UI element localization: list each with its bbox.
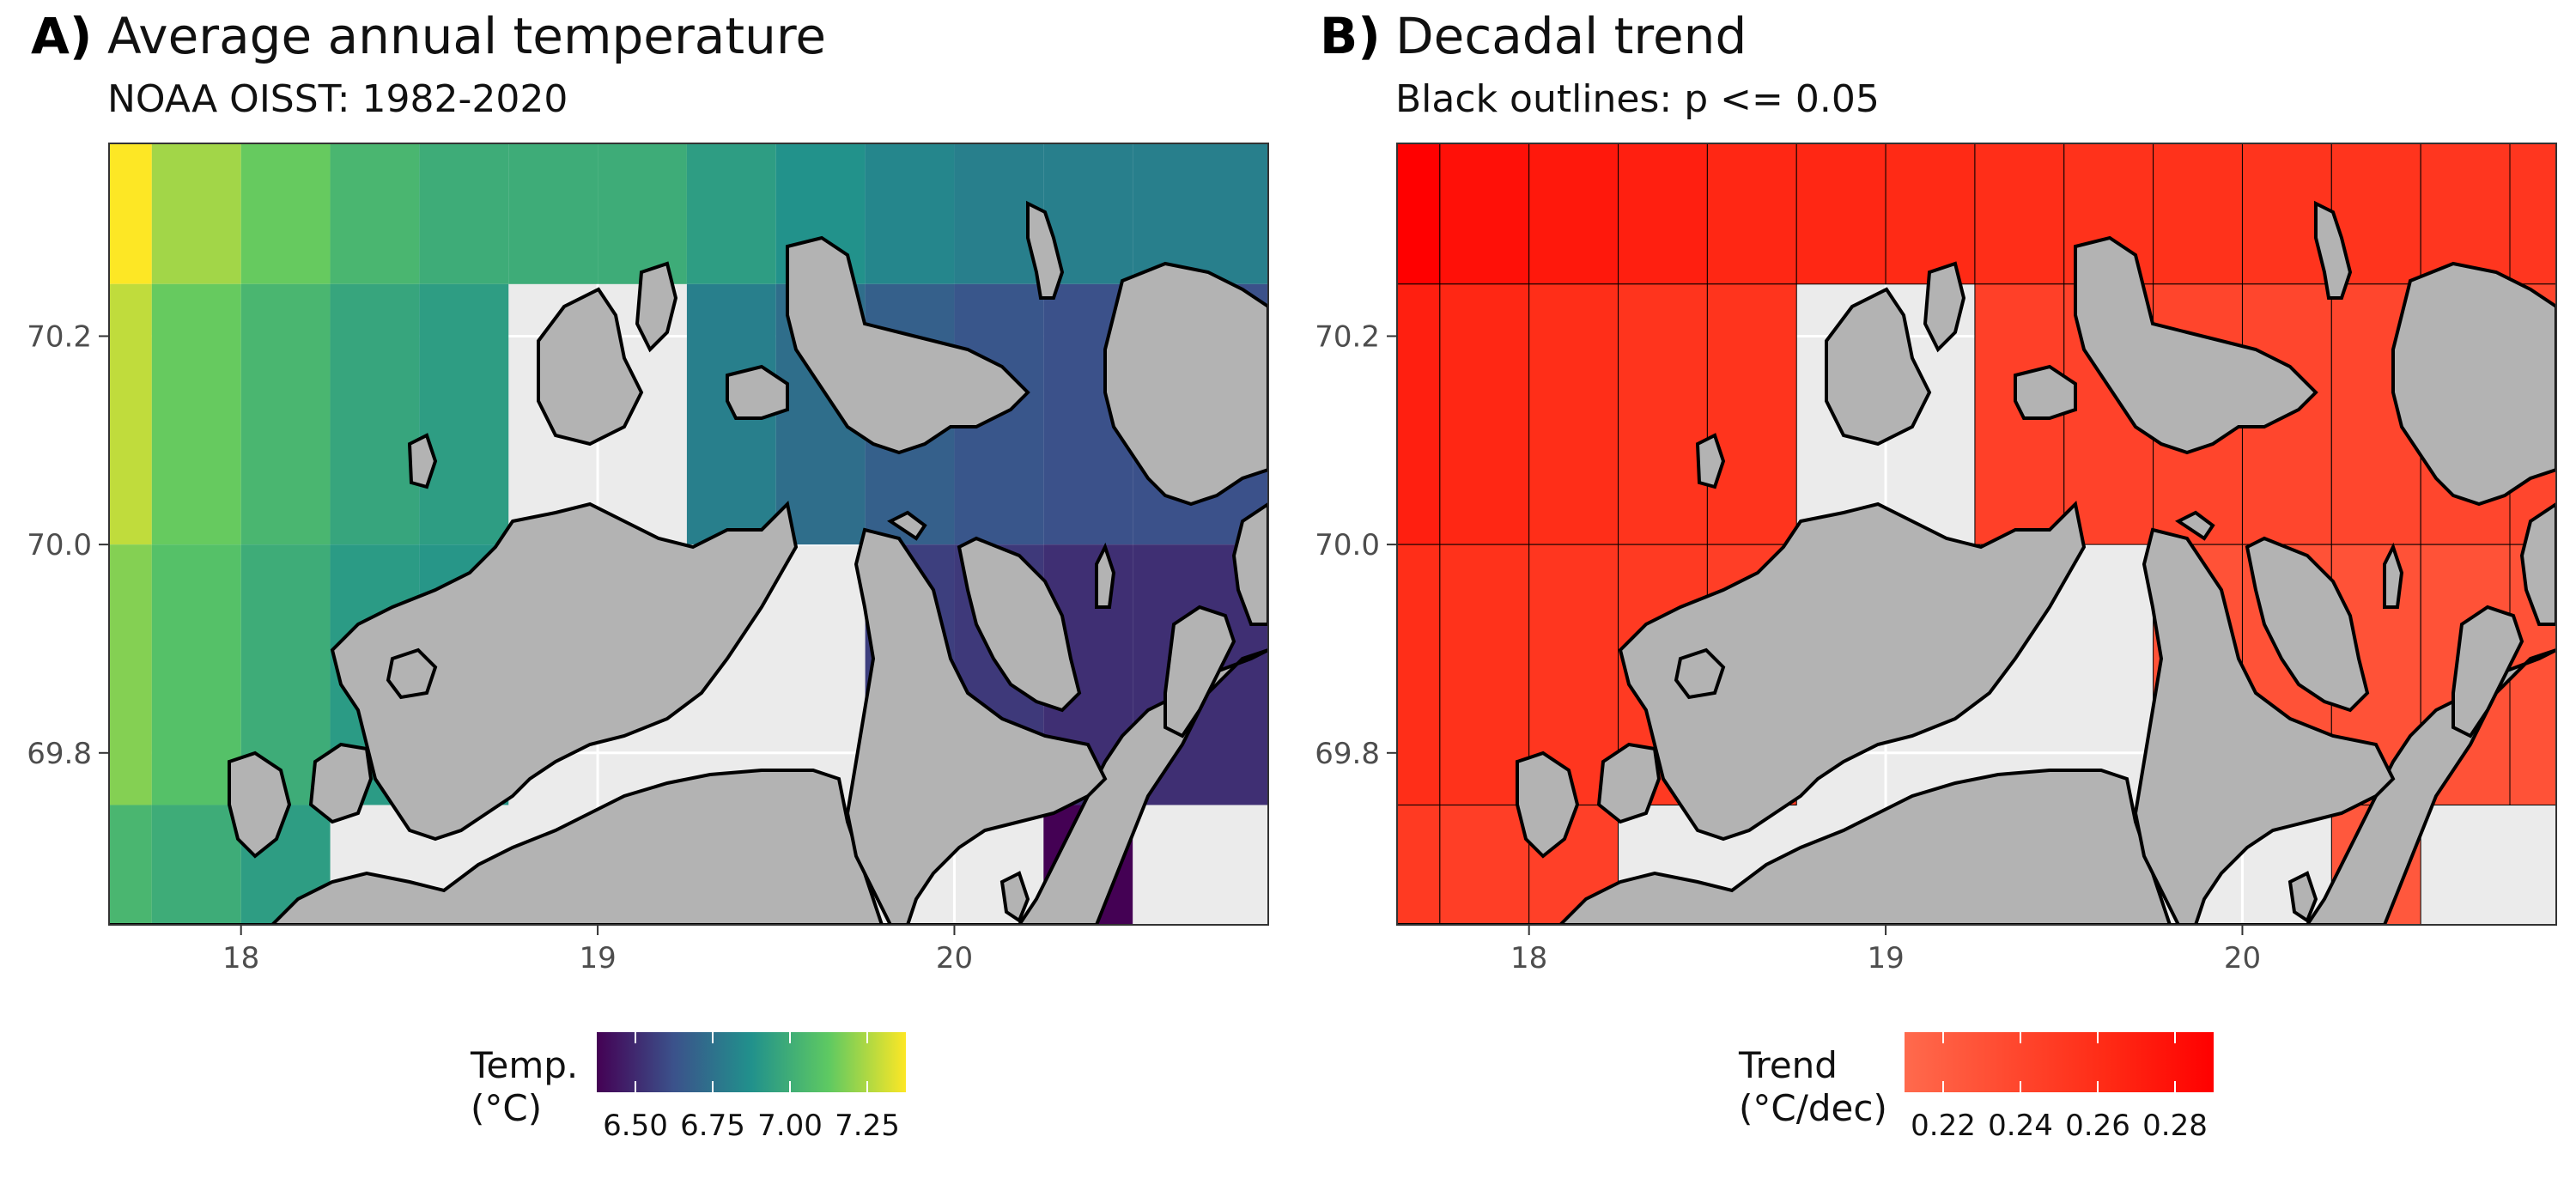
- y-tick-label: 70.2: [27, 319, 92, 354]
- trend-cell: [2420, 143, 2511, 285]
- colorbar-tick-label: 7.00: [757, 1109, 823, 1143]
- panel-b-title: Decadal trend: [1395, 7, 1747, 65]
- panel-a-colorbar: [597, 1032, 906, 1092]
- trend-cell: [1706, 143, 1797, 285]
- y-tick-label: 70.0: [27, 528, 92, 562]
- panel-b: B) Decadal trend Black outlines: p <= 0.…: [1315, 7, 2557, 1143]
- trend-cell: [1618, 283, 1708, 545]
- panel-b-legend-title-line1: Trend: [1738, 1044, 1838, 1086]
- trend-cell: [1528, 143, 1619, 285]
- x-tick-label: 20: [936, 941, 973, 975]
- panel-b-colorbar: [1905, 1032, 2214, 1092]
- y-tick-label: 69.8: [27, 737, 92, 771]
- trend-cell: [2153, 143, 2243, 285]
- panel-a-colorbar-ticks: 6.50 6.75 7.00 7.25: [603, 1032, 900, 1143]
- x-tick-label: 18: [1510, 941, 1547, 975]
- colorbar-tick-label: 0.26: [2065, 1109, 2130, 1143]
- temperature-cell: [330, 283, 420, 545]
- x-tick-label: 19: [1867, 941, 1904, 975]
- panel-b-legend-title-line2: (°C/dec): [1739, 1087, 1887, 1129]
- temperature-cell: [419, 283, 509, 545]
- panel-a-tag: A): [31, 7, 92, 65]
- panel-a-title: Average annual temperature: [107, 7, 826, 65]
- trend-cell: [1618, 143, 1708, 285]
- trend-cell: [1397, 804, 1441, 925]
- trend-cell: [1528, 283, 1619, 545]
- panel-b-axis-ticks: 18 19 20 70.2 70.0 69.8: [1315, 319, 2261, 975]
- panel-b-tag: B): [1320, 7, 1381, 65]
- trend-cell: [1397, 283, 1441, 545]
- temperature-cell: [1222, 143, 1268, 284]
- y-tick-label: 69.8: [1315, 737, 1380, 771]
- y-tick-label: 70.0: [1315, 528, 1380, 562]
- colorbar-tick-label: 0.28: [2142, 1109, 2208, 1143]
- panel-a: A) Average annual temperature NOAA OISST…: [27, 7, 1269, 1143]
- temperature-cell: [151, 283, 241, 545]
- temperature-cell: [508, 143, 598, 284]
- panel-a-legend: Temp. (°C) 6.50 6.75 7.00 7.25: [470, 1032, 906, 1143]
- panel-b-map: [1397, 143, 2556, 925]
- trend-cell: [1795, 143, 1886, 285]
- temperature-cell: [419, 143, 509, 284]
- temperature-cell: [865, 143, 955, 284]
- trend-cell: [1439, 283, 1530, 545]
- panel-b-subtitle: Black outlines: p <= 0.05: [1395, 77, 1880, 121]
- panel-a-map: [109, 143, 1268, 925]
- temperature-cell: [109, 143, 152, 284]
- temperature-cell: [151, 544, 241, 805]
- temperature-cell: [330, 143, 420, 284]
- colorbar-tick-label: 7.25: [835, 1109, 900, 1143]
- panel-a-legend-title-line1: Temp.: [470, 1044, 578, 1086]
- x-tick-label: 18: [222, 941, 259, 975]
- colorbar-tick-label: 6.75: [680, 1109, 745, 1143]
- trend-cell: [1706, 283, 1797, 545]
- trend-cell: [1439, 804, 1530, 925]
- trend-cell: [1885, 143, 1976, 285]
- panel-a-legend-title-line2: (°C): [471, 1087, 542, 1129]
- x-tick-label: 20: [2224, 941, 2261, 975]
- trend-cell: [1974, 143, 2065, 285]
- panel-b-legend: Trend (°C/dec) 0.22 0.24 0.26 0.28: [1738, 1032, 2214, 1143]
- trend-cell: [1439, 544, 1530, 805]
- temperature-cell: [240, 283, 331, 545]
- trend-cell: [1397, 544, 1441, 805]
- colorbar-tick-label: 6.50: [603, 1109, 668, 1143]
- colorbar-tick-label: 0.22: [1911, 1109, 1976, 1143]
- temperature-cell: [109, 283, 152, 545]
- panel-a-frame: [108, 143, 1269, 926]
- panel-a-axis-ticks: 18 19 20 70.2 70.0 69.8: [27, 319, 973, 975]
- temperature-cell: [1133, 143, 1222, 284]
- panel-a-subtitle: NOAA OISST: 1982-2020: [107, 77, 568, 121]
- panel-b-frame: [1396, 143, 2557, 926]
- x-tick-label: 19: [579, 941, 616, 975]
- y-tick-label: 70.2: [1315, 319, 1380, 354]
- temperature-cell: [151, 805, 241, 925]
- temperature-cell: [109, 544, 152, 805]
- temperature-cell: [598, 143, 687, 284]
- trend-cell: [1439, 143, 1530, 285]
- temperature-cell: [240, 143, 331, 284]
- panel-b-colorbar-ticks: 0.22 0.24 0.26 0.28: [1911, 1032, 2208, 1143]
- trend-cell: [2509, 143, 2556, 285]
- colorbar-tick-label: 0.24: [1988, 1109, 2053, 1143]
- temperature-cell: [109, 805, 152, 925]
- temperature-cell: [686, 143, 776, 284]
- temperature-cell: [151, 143, 241, 284]
